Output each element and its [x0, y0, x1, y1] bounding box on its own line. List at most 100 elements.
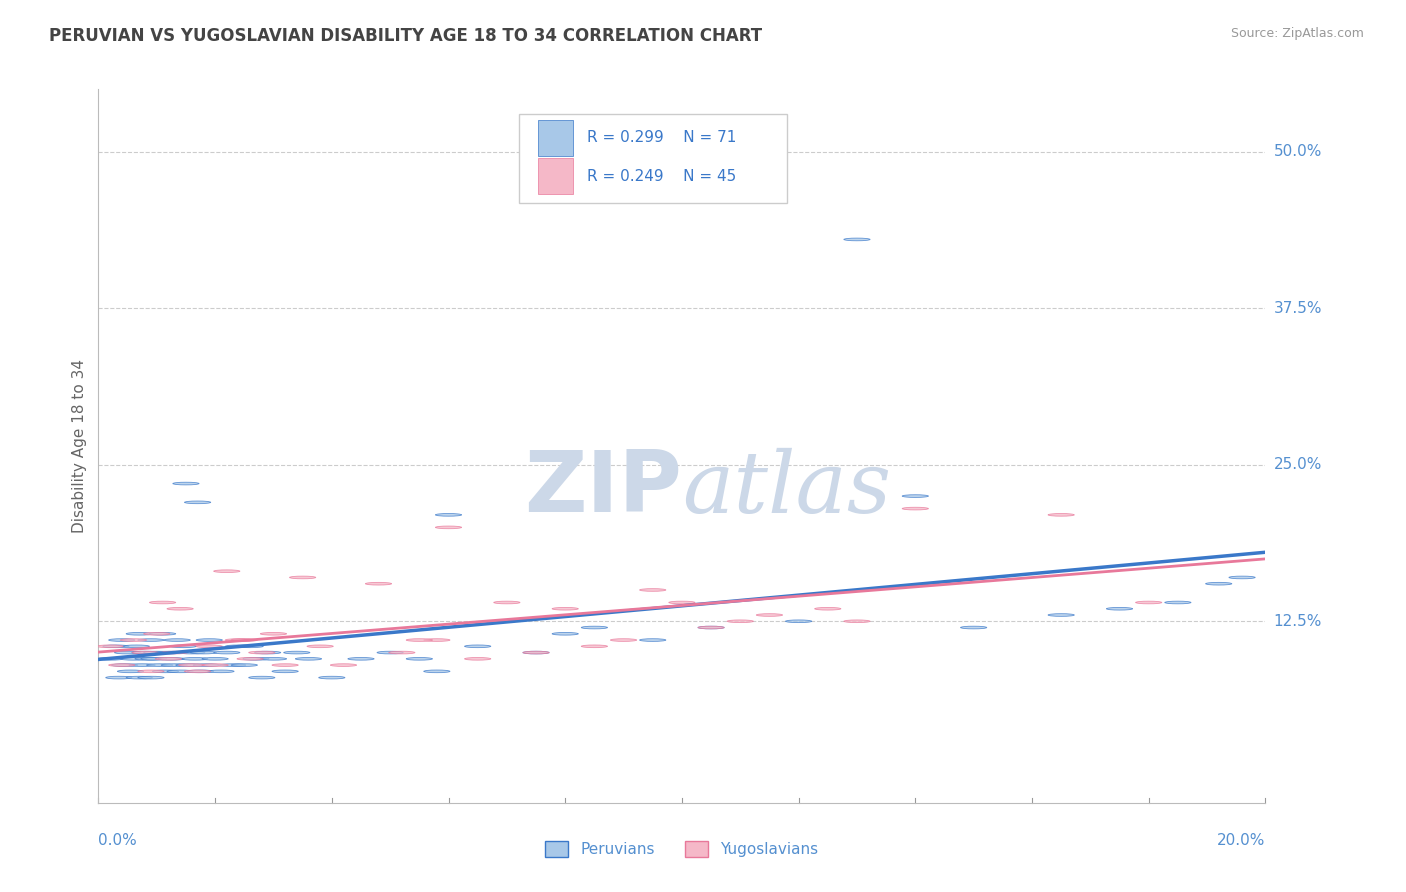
- Text: 0.0%: 0.0%: [98, 833, 138, 848]
- Ellipse shape: [135, 657, 162, 660]
- Ellipse shape: [176, 664, 202, 666]
- Ellipse shape: [167, 670, 193, 673]
- Ellipse shape: [254, 651, 281, 654]
- Ellipse shape: [108, 664, 135, 666]
- Ellipse shape: [179, 664, 205, 666]
- Ellipse shape: [190, 651, 217, 654]
- Ellipse shape: [553, 607, 578, 610]
- Ellipse shape: [903, 495, 928, 498]
- Ellipse shape: [307, 645, 333, 648]
- Ellipse shape: [162, 664, 187, 666]
- Ellipse shape: [167, 607, 193, 610]
- Ellipse shape: [117, 670, 143, 673]
- Ellipse shape: [114, 651, 141, 654]
- Ellipse shape: [1047, 614, 1074, 616]
- Ellipse shape: [127, 632, 152, 635]
- Ellipse shape: [319, 676, 344, 679]
- Ellipse shape: [388, 651, 415, 654]
- Ellipse shape: [640, 589, 666, 591]
- Ellipse shape: [464, 645, 491, 648]
- Ellipse shape: [173, 483, 200, 485]
- Ellipse shape: [260, 632, 287, 635]
- Ellipse shape: [436, 526, 461, 529]
- Ellipse shape: [1164, 601, 1191, 604]
- Ellipse shape: [290, 576, 316, 579]
- Ellipse shape: [124, 645, 149, 648]
- Ellipse shape: [669, 601, 695, 604]
- Ellipse shape: [143, 651, 170, 654]
- FancyBboxPatch shape: [538, 159, 574, 194]
- Ellipse shape: [523, 651, 550, 654]
- Ellipse shape: [610, 639, 637, 641]
- Ellipse shape: [406, 657, 433, 660]
- Ellipse shape: [464, 657, 491, 660]
- Text: Source: ZipAtlas.com: Source: ZipAtlas.com: [1230, 27, 1364, 40]
- Ellipse shape: [284, 651, 309, 654]
- Ellipse shape: [960, 626, 987, 629]
- Ellipse shape: [159, 657, 184, 660]
- Ellipse shape: [121, 639, 146, 641]
- Ellipse shape: [406, 639, 433, 641]
- Text: atlas: atlas: [682, 448, 891, 530]
- Ellipse shape: [127, 676, 152, 679]
- Ellipse shape: [1107, 607, 1133, 610]
- Text: 20.0%: 20.0%: [1218, 833, 1265, 848]
- Ellipse shape: [197, 645, 222, 648]
- Ellipse shape: [138, 639, 165, 641]
- Ellipse shape: [225, 645, 252, 648]
- Ellipse shape: [187, 670, 214, 673]
- Ellipse shape: [271, 670, 298, 673]
- Ellipse shape: [165, 639, 190, 641]
- Text: R = 0.249    N = 45: R = 0.249 N = 45: [588, 169, 737, 184]
- Ellipse shape: [553, 632, 578, 635]
- Ellipse shape: [121, 657, 146, 660]
- Ellipse shape: [844, 238, 870, 241]
- Ellipse shape: [330, 664, 357, 666]
- Text: PERUVIAN VS YUGOSLAVIAN DISABILITY AGE 18 TO 34 CORRELATION CHART: PERUVIAN VS YUGOSLAVIAN DISABILITY AGE 1…: [49, 27, 762, 45]
- Ellipse shape: [249, 676, 276, 679]
- Ellipse shape: [903, 508, 928, 510]
- Ellipse shape: [423, 670, 450, 673]
- Ellipse shape: [202, 664, 228, 666]
- Legend: Peruvians, Yugoslavians: Peruvians, Yugoslavians: [538, 835, 825, 863]
- Ellipse shape: [146, 664, 173, 666]
- Ellipse shape: [111, 664, 138, 666]
- Ellipse shape: [494, 601, 520, 604]
- Ellipse shape: [143, 632, 170, 635]
- Ellipse shape: [295, 657, 322, 660]
- Ellipse shape: [814, 607, 841, 610]
- Ellipse shape: [238, 657, 263, 660]
- Ellipse shape: [214, 570, 240, 573]
- Ellipse shape: [214, 651, 240, 654]
- Ellipse shape: [697, 626, 724, 629]
- Ellipse shape: [149, 632, 176, 635]
- Ellipse shape: [132, 651, 159, 654]
- Ellipse shape: [97, 645, 124, 648]
- Ellipse shape: [193, 664, 219, 666]
- Text: 25.0%: 25.0%: [1274, 458, 1322, 472]
- Y-axis label: Disability Age 18 to 34: Disability Age 18 to 34: [72, 359, 87, 533]
- Ellipse shape: [197, 639, 222, 641]
- Ellipse shape: [260, 657, 287, 660]
- Ellipse shape: [243, 657, 269, 660]
- Ellipse shape: [184, 501, 211, 504]
- Ellipse shape: [225, 639, 252, 641]
- Ellipse shape: [132, 651, 159, 654]
- Ellipse shape: [155, 651, 181, 654]
- Ellipse shape: [640, 639, 666, 641]
- Ellipse shape: [202, 657, 228, 660]
- Ellipse shape: [238, 645, 263, 648]
- Ellipse shape: [423, 639, 450, 641]
- Ellipse shape: [581, 645, 607, 648]
- Ellipse shape: [786, 620, 811, 623]
- Ellipse shape: [208, 670, 233, 673]
- Ellipse shape: [231, 664, 257, 666]
- Ellipse shape: [155, 657, 181, 660]
- Ellipse shape: [1136, 601, 1161, 604]
- Ellipse shape: [756, 614, 783, 616]
- Text: R = 0.299    N = 71: R = 0.299 N = 71: [588, 130, 737, 145]
- Text: 37.5%: 37.5%: [1274, 301, 1322, 316]
- FancyBboxPatch shape: [519, 114, 787, 203]
- Ellipse shape: [366, 582, 392, 585]
- Ellipse shape: [1229, 576, 1256, 579]
